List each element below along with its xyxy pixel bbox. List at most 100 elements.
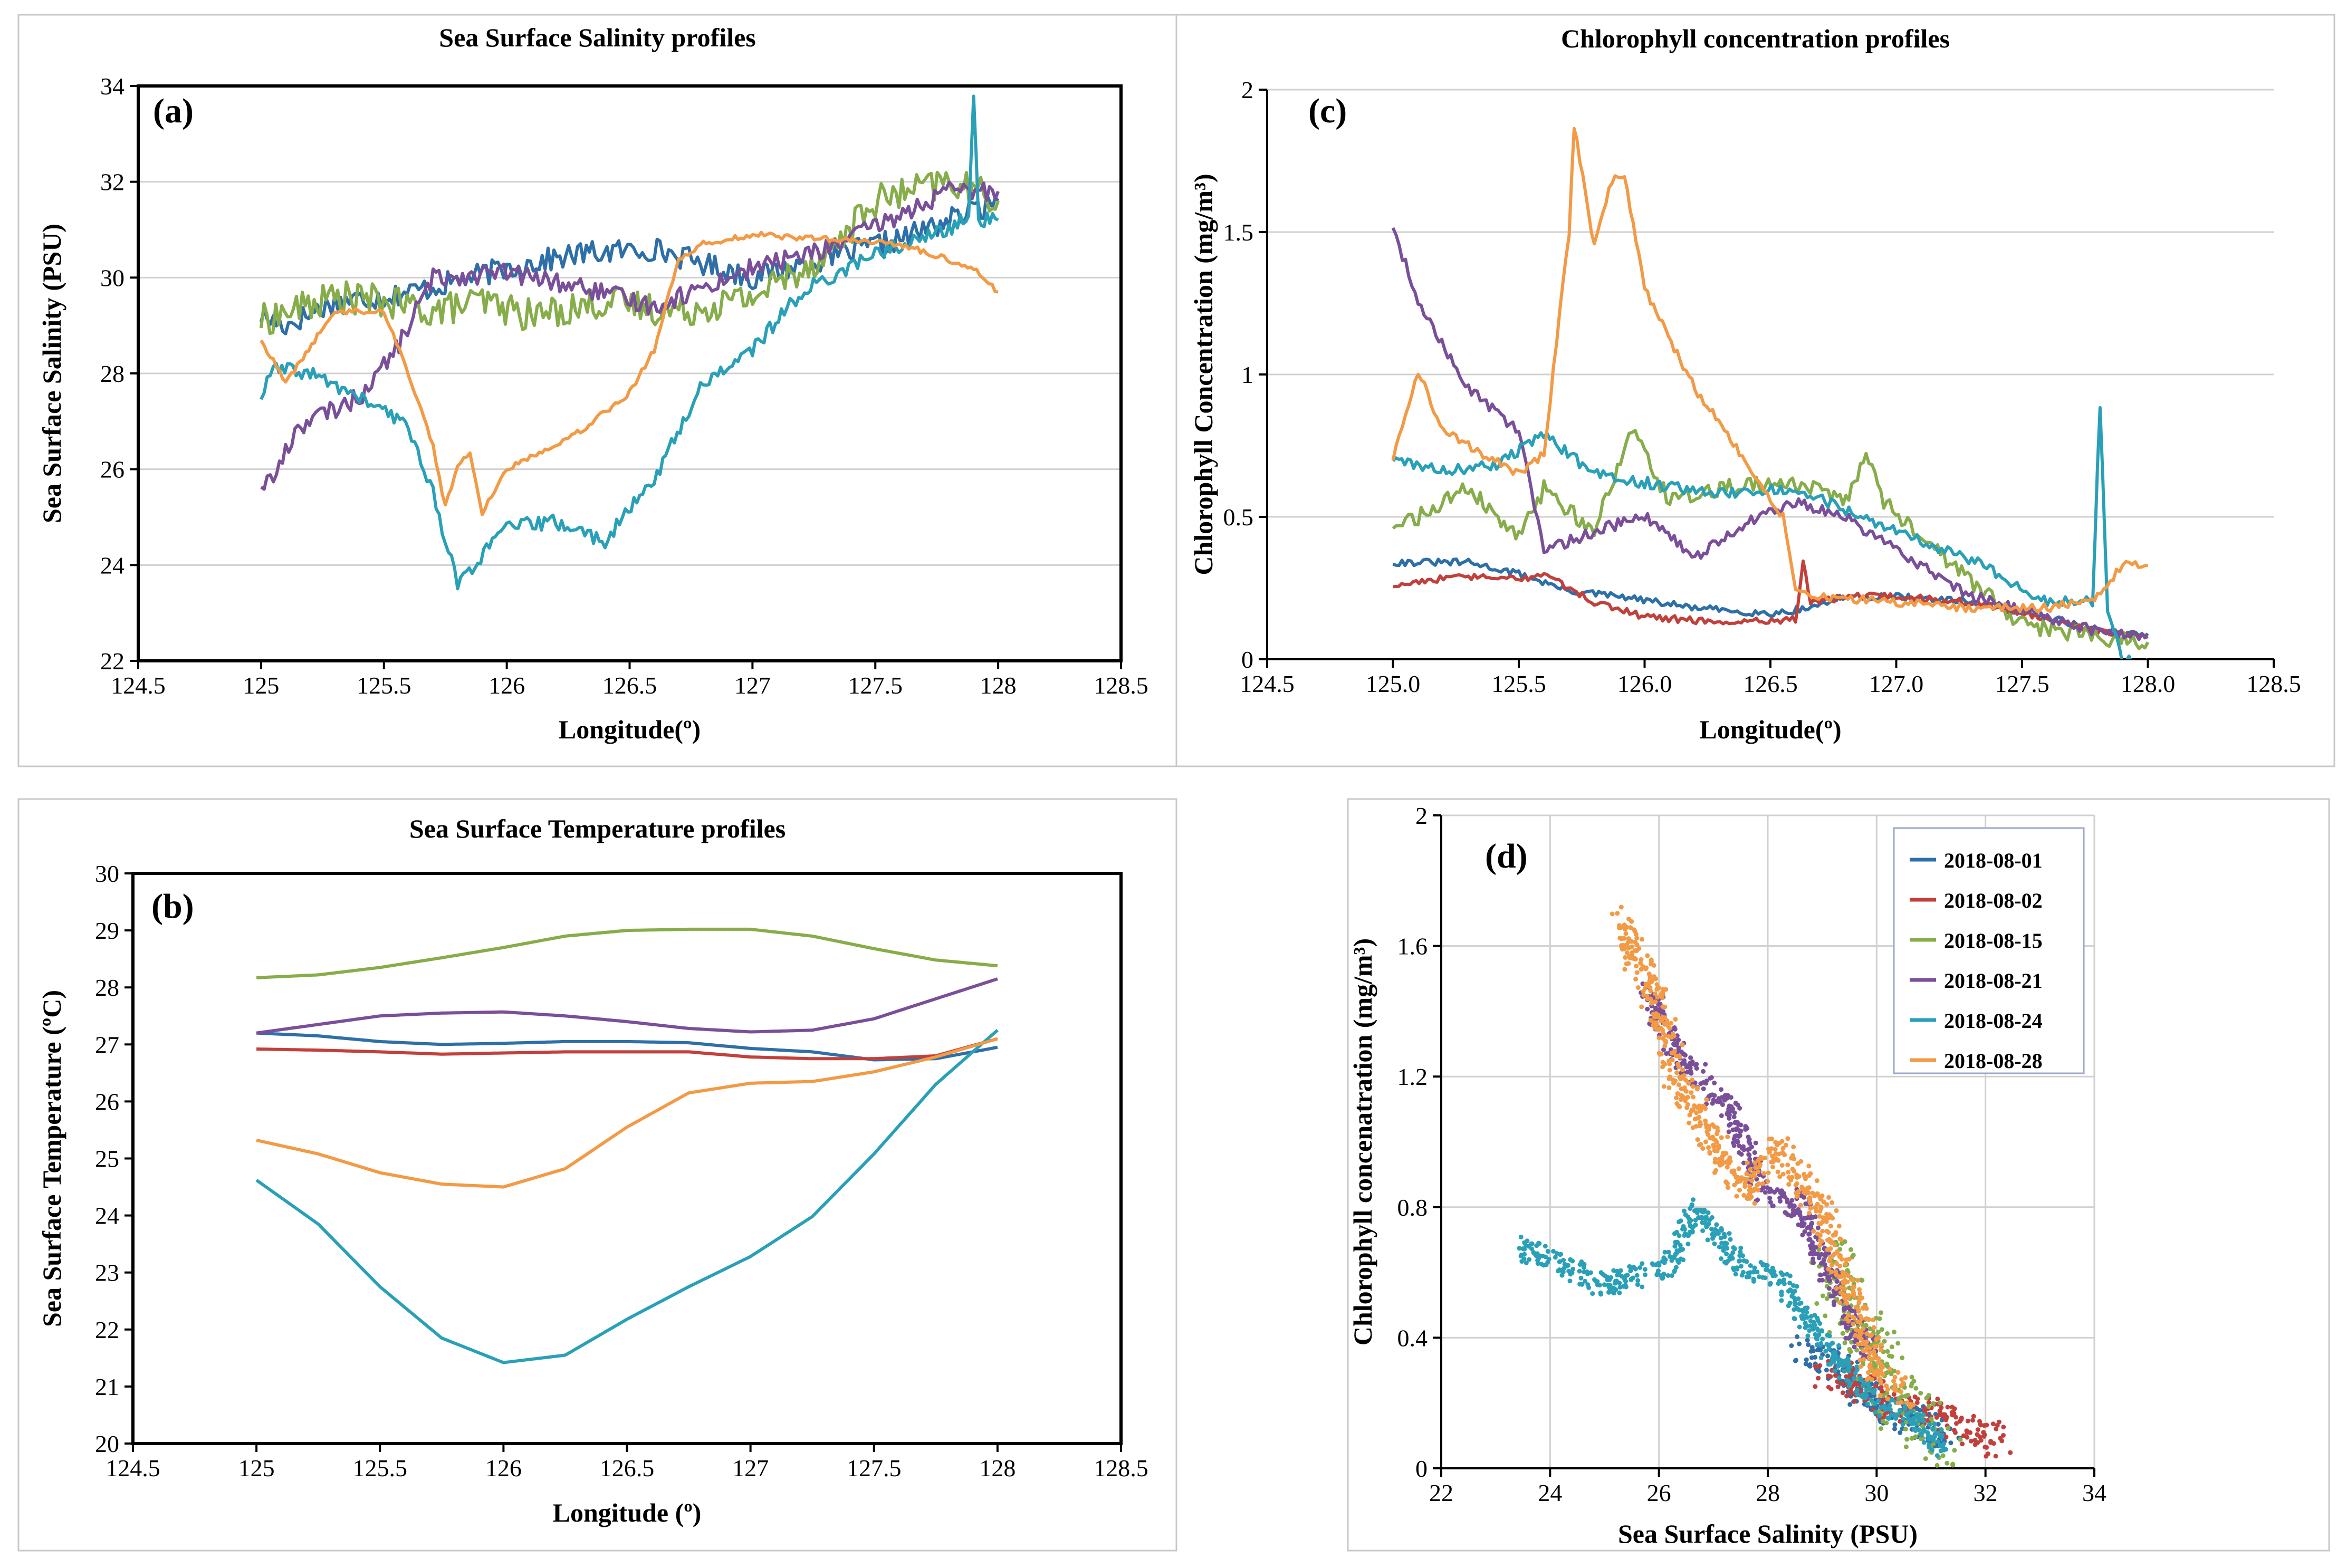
scatter-point: [1748, 1263, 1753, 1268]
scatter-point: [1826, 1362, 1831, 1367]
scatter-point: [1981, 1434, 1987, 1439]
scatter-point: [1953, 1430, 1958, 1435]
scatter-point: [1806, 1237, 1812, 1242]
scatter-point: [1988, 1439, 1994, 1444]
scatter-point: [1727, 1231, 1732, 1236]
scatter-point: [1719, 1135, 1724, 1140]
scatter-point: [1838, 1285, 1844, 1290]
scatter-point: [1700, 1228, 1706, 1233]
scatter-point: [1908, 1408, 1913, 1413]
scatter-point: [1703, 1122, 1709, 1127]
scatter-point: [1621, 942, 1626, 948]
scatter-point: [1850, 1277, 1855, 1283]
scatter-point: [1662, 1249, 1668, 1255]
scatter-point: [1618, 1268, 1623, 1273]
scatter-point: [1861, 1326, 1866, 1331]
scatter-point: [1904, 1419, 1909, 1425]
y-axis-label: Sea Surface Salinity (PSU): [37, 224, 66, 523]
scatter-point: [1648, 988, 1653, 994]
scatter-point: [1706, 1210, 1711, 1215]
scatter-point: [1848, 1388, 1853, 1393]
scatter-point: [1847, 1402, 1853, 1407]
scatter-point: [1842, 1286, 1847, 1292]
y-tick-label: 1: [1241, 361, 1253, 388]
scatter-point: [1815, 1318, 1821, 1323]
chart-title: Sea Surface Salinity profiles: [439, 23, 755, 52]
scatter-point: [1826, 1266, 1831, 1272]
scatter-point: [1948, 1440, 1953, 1446]
scatter-point: [1577, 1268, 1582, 1274]
scatter-point: [1899, 1400, 1904, 1405]
scatter-point: [1801, 1195, 1806, 1200]
scatter-point: [1567, 1278, 1573, 1284]
scatter-point: [1691, 1197, 1696, 1203]
scatter-point: [1622, 922, 1627, 928]
scatter-point: [1640, 937, 1644, 942]
scatter-point: [1817, 1233, 1823, 1238]
scatter-point: [1787, 1301, 1793, 1306]
scatter-point: [1732, 1182, 1737, 1188]
scatter-point: [1958, 1437, 1963, 1442]
scatter-point: [1995, 1422, 2000, 1428]
scatter-point: [1842, 1278, 1847, 1283]
scatter-point: [1829, 1269, 1834, 1275]
scatter-point: [1669, 1051, 1674, 1055]
y-tick-label: 22: [100, 648, 124, 675]
panel-border: [1347, 798, 2330, 1552]
x-tick-label: 125: [243, 672, 279, 699]
scatter-point: [1666, 1059, 1672, 1064]
scatter-point: [1713, 1138, 1718, 1143]
scatter-point: [1693, 1063, 1698, 1068]
scatter-point: [1777, 1195, 1783, 1200]
scatter-point: [1519, 1259, 1525, 1264]
scatter-point: [1758, 1162, 1763, 1167]
scatter-point: [1753, 1140, 1758, 1146]
scatter-point: [1862, 1391, 1867, 1396]
scatter-point: [1622, 967, 1627, 972]
y-tick-label: 2: [1415, 802, 1428, 829]
scatter-point: [1823, 1349, 1828, 1354]
scatter-point: [1710, 1122, 1715, 1127]
x-tick-label: 128.0: [2121, 670, 2176, 697]
scatter-point: [1808, 1243, 1813, 1248]
scatter-point: [1752, 1173, 1757, 1179]
scatter-point: [1810, 1190, 1815, 1196]
scatter-point: [1792, 1288, 1797, 1294]
scatter-point: [1581, 1265, 1586, 1270]
scatter-point: [1741, 1258, 1747, 1263]
scatter-point: [1941, 1447, 1947, 1452]
scatter-point: [1918, 1436, 1923, 1441]
scatter-point: [1832, 1243, 1837, 1247]
scatter-point: [1716, 1143, 1721, 1149]
scatter-point: [1688, 1223, 1693, 1228]
scatter-point: [1546, 1249, 1550, 1254]
scatter-point: [1895, 1341, 1901, 1346]
scatter-point: [1770, 1204, 1775, 1208]
scatter-point: [1852, 1376, 1856, 1381]
scatter-point: [1665, 1273, 1671, 1278]
scatter-point: [1767, 1196, 1773, 1201]
x-tick-label: 128.5: [1094, 1455, 1148, 1482]
scatter-point: [1626, 936, 1631, 941]
scatter-point: [1716, 1231, 1721, 1236]
scatter-point: [1602, 1282, 1607, 1287]
scatter-point: [1733, 1272, 1738, 1277]
y-tick-label: 29: [95, 917, 119, 944]
scatter-point: [1614, 1278, 1619, 1284]
scatter-point: [1666, 1034, 1672, 1039]
scatter-point: [1846, 1383, 1852, 1389]
scatter-point: [1676, 1064, 1681, 1070]
scatter-point: [1553, 1255, 1558, 1260]
scatter-point: [1773, 1273, 1778, 1278]
scatter-point: [1775, 1169, 1780, 1175]
scatter-point: [1710, 1092, 1715, 1098]
scatter-point: [1867, 1333, 1873, 1339]
scatter-point: [1888, 1407, 1893, 1412]
y-tick-label: 27: [95, 1031, 119, 1058]
scatter-point: [1738, 1249, 1743, 1255]
scatter-point: [1704, 1223, 1710, 1228]
x-tick-label: 126.5: [602, 672, 657, 699]
scatter-point: [1607, 1277, 1612, 1282]
scatter-point: [1873, 1409, 1878, 1415]
